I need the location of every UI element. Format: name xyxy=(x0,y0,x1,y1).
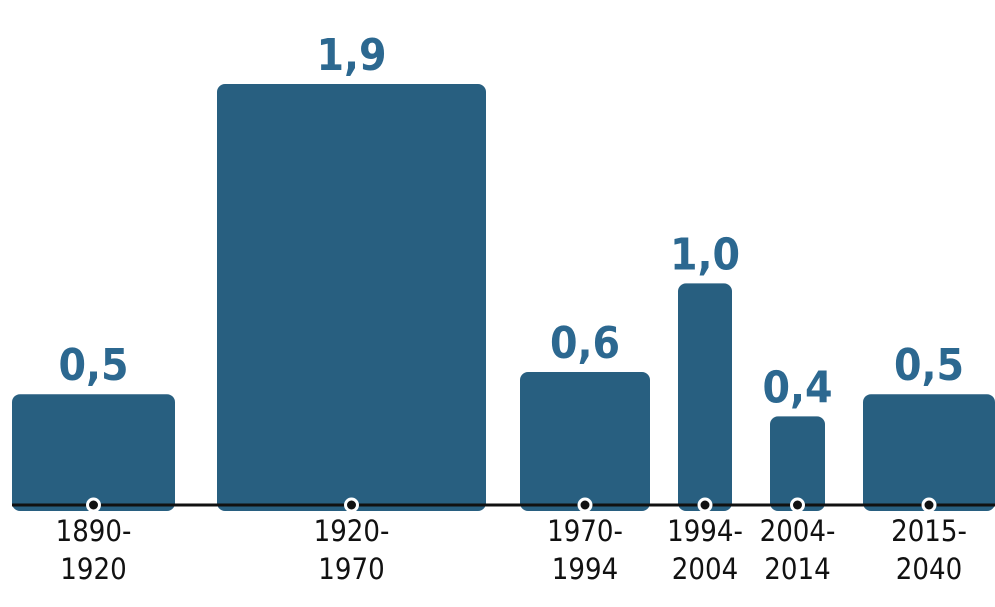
bar xyxy=(863,394,995,511)
value-label: 1,9 xyxy=(316,30,386,81)
x-tick-label: 1890- 1920 xyxy=(55,514,132,586)
bar xyxy=(770,416,825,511)
marker-dot xyxy=(86,497,101,513)
bar xyxy=(12,394,175,511)
x-tick-label: 1970- 1994 xyxy=(547,514,623,586)
marker-dot xyxy=(921,497,937,513)
value-label: 0,6 xyxy=(550,318,620,369)
bar xyxy=(678,283,732,511)
x-tick-label: 2004- 2014 xyxy=(759,514,836,586)
marker-dot xyxy=(577,497,593,513)
x-tick-label: 1994- 2004 xyxy=(667,514,743,586)
value-label: 0,5 xyxy=(894,340,964,391)
bar xyxy=(217,84,486,511)
marker-dot xyxy=(790,497,805,513)
value-label: 0,4 xyxy=(762,362,832,413)
marker-dot xyxy=(697,497,713,513)
marker-dot xyxy=(344,497,359,513)
bar xyxy=(520,372,650,511)
x-tick-label: 1920- 1970 xyxy=(313,514,390,586)
x-tick-label: 2015- 2040 xyxy=(891,514,967,586)
value-label: 0,5 xyxy=(58,340,128,391)
value-label: 1,0 xyxy=(670,229,740,280)
